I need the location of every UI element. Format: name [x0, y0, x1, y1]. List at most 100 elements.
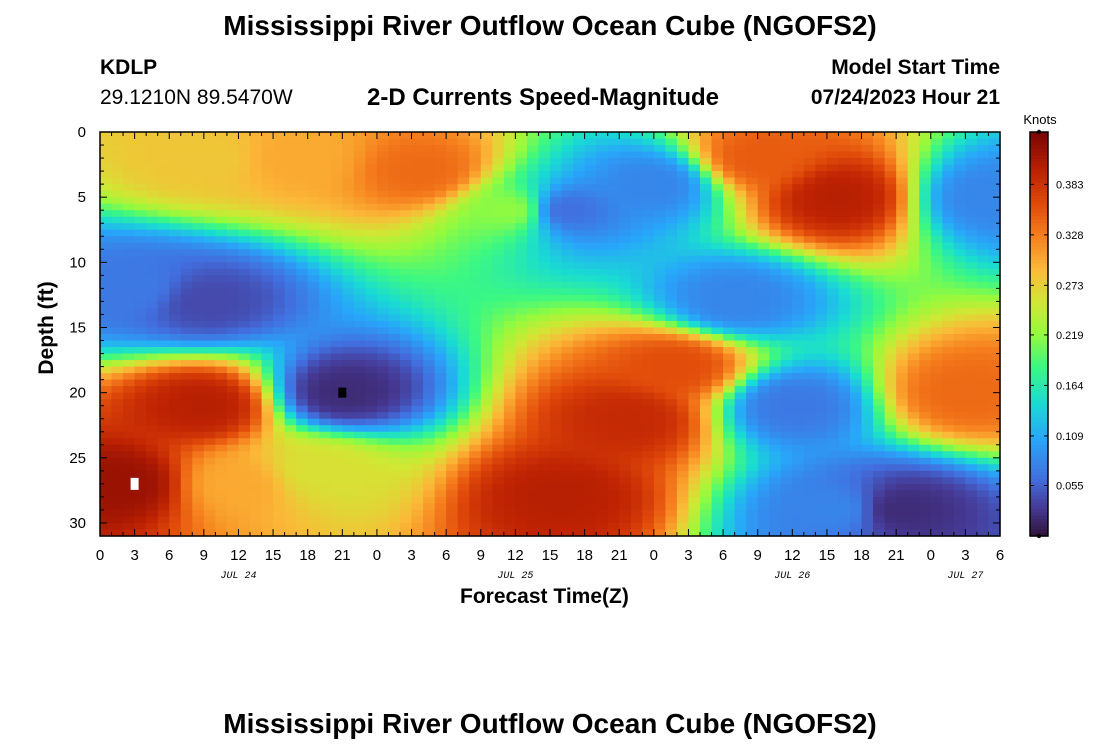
heat-cell	[100, 399, 113, 407]
heat-cell	[238, 236, 251, 244]
heat-cell	[884, 294, 897, 303]
heat-cell	[711, 327, 724, 335]
heat-cell	[284, 210, 297, 218]
heat-cell	[953, 216, 966, 224]
heat-cell	[503, 158, 516, 166]
heat-cell	[561, 353, 574, 361]
heat-cell	[850, 366, 863, 374]
heat-cell	[400, 366, 413, 374]
heat-cell	[342, 138, 355, 146]
heat-cell	[619, 320, 632, 329]
heat-cell	[607, 236, 620, 244]
heat-cell	[757, 177, 770, 185]
heat-cell	[619, 314, 632, 322]
heat-cell	[226, 138, 240, 146]
heat-cell	[376, 177, 390, 185]
heat-cell	[769, 347, 782, 355]
heat-cell	[365, 223, 378, 231]
heat-cell	[423, 477, 436, 485]
heat-cell	[757, 503, 770, 511]
heat-cell	[365, 262, 378, 270]
heat-cell	[942, 477, 955, 485]
heat-cell	[296, 216, 309, 224]
heat-cell	[953, 197, 966, 205]
heat-cell	[169, 509, 182, 518]
heat-cell	[630, 145, 643, 153]
heat-cell	[734, 464, 747, 472]
heat-cell	[976, 496, 990, 505]
heat-cell	[353, 379, 366, 387]
heat-cell	[330, 392, 343, 400]
heat-cell	[376, 255, 390, 263]
heat-cell	[411, 386, 424, 394]
heat-cell	[342, 242, 355, 250]
heat-cell	[665, 399, 678, 407]
heat-cell	[734, 242, 747, 250]
heat-cell	[550, 373, 563, 381]
heat-cell	[688, 236, 701, 244]
heat-cell	[803, 522, 816, 531]
heat-cell	[676, 490, 690, 498]
heat-cell	[630, 216, 643, 224]
heat-cell	[907, 522, 920, 531]
heat-cell	[469, 496, 482, 505]
heat-cell	[480, 379, 493, 387]
heat-cell	[330, 216, 343, 224]
heat-cell	[423, 288, 436, 296]
heat-cell	[353, 210, 366, 218]
heat-cell	[884, 386, 897, 394]
heat-cell	[134, 509, 147, 518]
heat-cell	[826, 184, 840, 192]
heat-cell	[342, 379, 355, 387]
heat-cell	[538, 132, 551, 140]
heat-cell	[250, 353, 263, 361]
heat-cell	[273, 314, 286, 322]
heat-cell	[134, 294, 147, 303]
heat-cell	[723, 184, 736, 192]
heat-cell	[134, 255, 147, 263]
heat-cell	[723, 386, 736, 394]
heat-cell	[642, 334, 655, 342]
heat-cell	[826, 171, 840, 179]
heat-cell	[492, 307, 505, 316]
heat-cell	[273, 431, 286, 439]
heat-cell	[838, 503, 851, 511]
heat-cell	[203, 366, 216, 374]
heat-cell	[688, 373, 701, 381]
heat-cell	[111, 340, 124, 348]
heat-cell	[515, 418, 528, 426]
heat-cell	[953, 327, 966, 335]
heat-cell	[296, 464, 309, 472]
heat-cell	[469, 262, 482, 270]
heat-cell	[619, 242, 632, 250]
heat-cell	[526, 158, 540, 166]
heat-cell	[665, 255, 678, 263]
heat-cell	[192, 347, 205, 355]
heat-cell	[203, 477, 216, 485]
heat-cell	[550, 281, 563, 289]
heat-cell	[469, 405, 482, 413]
heat-cell	[619, 171, 632, 179]
heat-cell	[250, 236, 263, 244]
heat-cell	[919, 327, 932, 335]
heat-cell	[353, 320, 366, 329]
heat-cell	[815, 340, 828, 348]
heat-cell	[550, 386, 563, 394]
heat-cell	[134, 483, 147, 491]
heat-cell	[965, 216, 978, 224]
heat-cell	[192, 483, 205, 491]
heat-cell	[492, 477, 505, 485]
heat-cell	[250, 392, 263, 400]
heat-cell	[342, 509, 355, 518]
heat-cell	[826, 314, 840, 322]
heat-cell	[919, 177, 932, 185]
heat-cell	[111, 399, 124, 407]
heat-cell	[815, 496, 828, 505]
heat-cell	[942, 151, 955, 159]
heat-cell	[942, 145, 955, 153]
heat-cell	[757, 412, 770, 420]
heat-cell	[446, 425, 459, 433]
heat-cell	[815, 158, 828, 166]
heat-cell	[815, 412, 828, 420]
heat-cell	[930, 132, 943, 140]
